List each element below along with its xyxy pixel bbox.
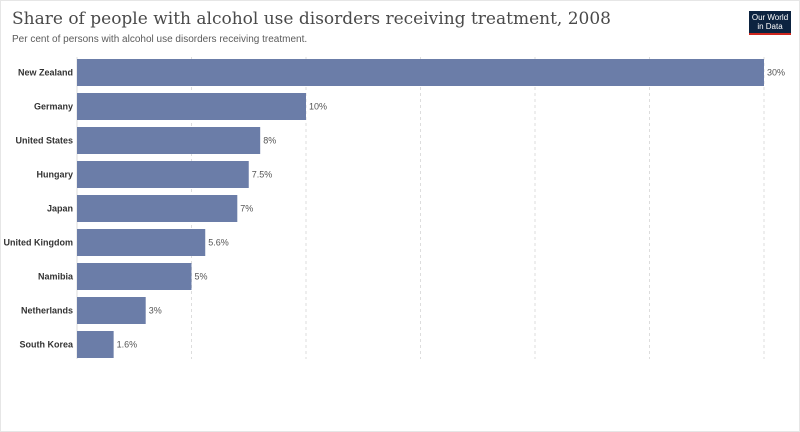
value-label: 7% (240, 204, 253, 214)
value-label: 5.6% (208, 238, 229, 248)
value-label: 7.5% (252, 170, 273, 180)
bar[interactable] (77, 331, 114, 358)
bar[interactable] (77, 161, 249, 188)
bar[interactable] (77, 59, 764, 86)
bar[interactable] (77, 195, 238, 222)
logo-accent-bar (749, 33, 791, 35)
category-label: New Zealand (18, 68, 73, 78)
bar[interactable] (77, 229, 206, 256)
category-label: United Kingdom (4, 238, 74, 248)
chart-title: Share of people with alcohol use disorde… (12, 9, 611, 29)
category-label: United States (15, 136, 73, 146)
category-label: South Korea (19, 340, 73, 350)
category-label: Namibia (38, 272, 74, 282)
value-labels: 30% 10% 8% 7.5% 7% 5.6% 5% 3% 1.6% (117, 68, 785, 350)
bar[interactable] (77, 93, 306, 120)
value-label: 8% (263, 136, 276, 146)
logo-line-2: in Data (757, 22, 783, 31)
value-label: 1.6% (117, 340, 138, 350)
logo-line-1: Our World (751, 13, 789, 22)
value-label: 30% (767, 68, 785, 78)
bar[interactable] (77, 263, 192, 290)
value-label: 5% (195, 272, 208, 282)
owid-logo[interactable]: Our World in Data (749, 11, 791, 35)
category-label: Hungary (36, 170, 73, 180)
bar[interactable] (77, 127, 261, 154)
value-label: 10% (309, 102, 327, 112)
bars (77, 59, 764, 358)
category-labels: New Zealand Germany United States Hungary Ja… (4, 68, 74, 350)
category-label: Japan (47, 204, 73, 214)
category-label: Germany (34, 102, 73, 112)
bar[interactable] (77, 297, 146, 324)
chart-subtitle: Per cent of persons with alcohol use dis… (12, 34, 308, 45)
category-label: Netherlands (21, 306, 73, 316)
value-label: 3% (149, 306, 162, 316)
